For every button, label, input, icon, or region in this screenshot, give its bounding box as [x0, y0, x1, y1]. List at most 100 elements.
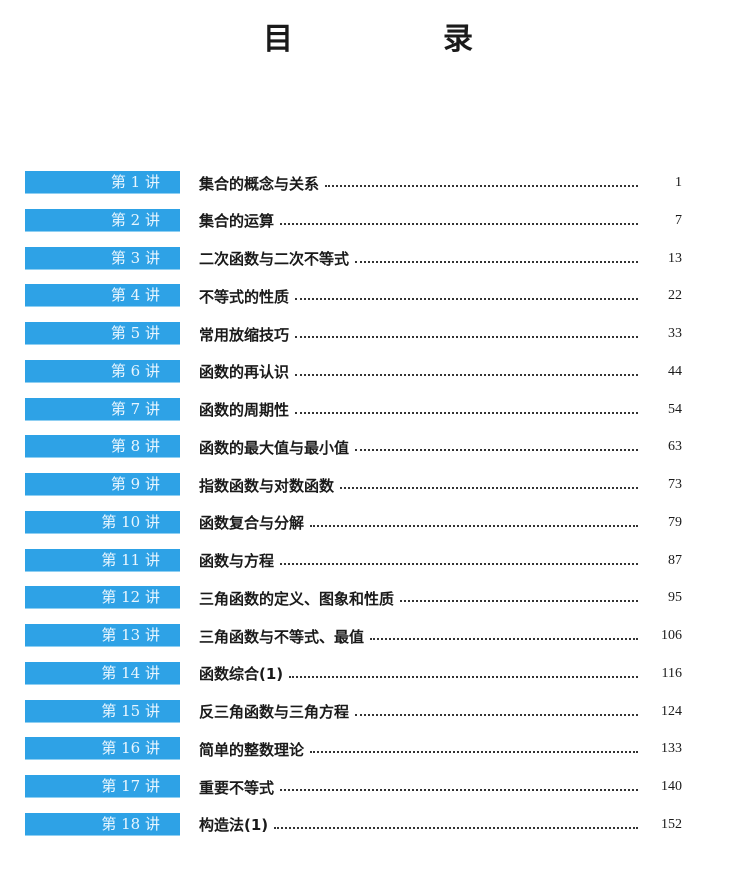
dot-leader [325, 185, 638, 187]
lecture-number-badge: 第 1 讲 [25, 171, 180, 194]
lecture-title: 函数复合与分解 [199, 514, 305, 533]
dot-leader [295, 336, 638, 338]
toc-entry-line: 不等式的性质 [199, 284, 682, 308]
dot-leader [280, 789, 638, 791]
page-number: 33 [668, 326, 682, 341]
dot-leader [295, 411, 638, 414]
lecture-title: 不等式的性质 [199, 287, 290, 306]
lecture-title: 三角函数与不等式、最值 [199, 627, 365, 646]
dot-leader [289, 675, 638, 678]
toc-entry-line: 三角函数与不等式、最值 [199, 624, 682, 648]
toc-entry[interactable]: 第 10 讲函数复合与分解 79 [0, 510, 756, 535]
dot-leader [370, 638, 638, 640]
toc-entry-line: 函数综合(1) [199, 662, 682, 686]
toc-entry[interactable]: 第 2 讲集合的运算 7 [0, 208, 756, 233]
lecture-title: 构造法(1) [199, 816, 269, 835]
dot-leader [274, 826, 638, 829]
lecture-number-badge: 第 17 讲 [25, 775, 180, 798]
page-number: 124 [661, 703, 682, 719]
toc-entry[interactable]: 第 8 讲函数的最大值与最小值 63 [0, 435, 756, 459]
toc-entry-line: 重要不等式 [199, 775, 682, 799]
page-number: 1 [675, 175, 682, 190]
page-number: 44 [668, 363, 682, 379]
lecture-title: 函数的再认识 [199, 363, 290, 382]
lecture-number-badge: 第 3 讲 [25, 246, 180, 270]
toc-entry[interactable]: 第 15 讲 反三角函数与三角方程 124 [0, 699, 756, 724]
lecture-number-badge: 第 2 讲 [25, 208, 180, 232]
dot-leader [400, 600, 638, 603]
lecture-number-badge: 第 7 讲 [25, 397, 180, 421]
dot-leader [280, 222, 638, 225]
toc-entry-line: 三角函数的定义、图象和性质 [199, 586, 682, 610]
page-number: 54 [668, 401, 682, 417]
lecture-number-badge: 第 5 讲 [25, 322, 180, 345]
toc-entry[interactable]: 第 17 讲重要不等式 140 [0, 775, 756, 799]
toc-entry[interactable]: 第 4 讲不等式的性质 22 [0, 284, 756, 308]
toc-entry-line: 函数复合与分解 [199, 511, 682, 535]
toc-entry[interactable]: 第 16 讲简单的整数理论 133 [0, 737, 756, 761]
lecture-number-badge: 第 16 讲 [25, 737, 180, 761]
toc-entry-line: 集合的概念与关系 [199, 171, 682, 195]
lecture-title: 函数与方程 [199, 552, 275, 570]
lecture-title: 函数的最大值与最小值 [199, 438, 350, 457]
dot-leader [355, 713, 638, 716]
toc-entry-line: 反三角函数与三角方程 [199, 700, 682, 724]
lecture-title: 集合的运算 [199, 212, 275, 231]
toc-entry[interactable]: 第 6 讲函数的再认识 44 [0, 359, 756, 384]
page-number: 22 [668, 288, 682, 304]
lecture-title: 函数的周期性 [199, 401, 290, 419]
toc-entry-line: 集合的运算 [199, 209, 682, 233]
toc-entry-line: 二次函数与二次不等式 [199, 247, 682, 271]
page-number: 106 [661, 628, 682, 643]
toc-entry-line: 指数函数与对数函数 [199, 473, 682, 497]
page-number: 73 [668, 477, 682, 492]
lecture-number-badge: 第 11 讲 [25, 548, 180, 572]
toc-entry[interactable]: 第 18 讲构造法(1) 152 [0, 812, 756, 837]
lecture-number-badge: 第 12 讲 [25, 586, 180, 610]
lecture-number-badge: 第 10 讲 [25, 510, 180, 534]
lecture-title: 三角函数的定义、图象和性质 [199, 589, 395, 608]
toc-entry-line: 函数与方程 [199, 549, 682, 573]
toc-entry-line: 函数的再认识 [199, 360, 682, 384]
toc-entry-line: 函数的周期性 [199, 398, 682, 422]
page-number: 7 [675, 212, 682, 228]
lecture-number-badge: 第 4 讲 [25, 284, 180, 308]
page-number: 152 [661, 816, 682, 832]
dot-leader [280, 562, 638, 565]
toc-entry[interactable]: 第 1 讲集合的概念与关系 1 [0, 171, 756, 195]
page-number: 13 [668, 250, 682, 266]
lecture-number-badge: 第 15 讲 [25, 699, 180, 723]
toc-entry[interactable]: 第 5 讲常用放缩技巧 33 [0, 322, 756, 346]
dot-leader [355, 260, 638, 263]
lecture-title: 函数综合(1) [199, 665, 284, 684]
page-number: 116 [661, 665, 682, 681]
page-number: 63 [668, 439, 682, 455]
lecture-title: 简单的整数理论 [199, 740, 305, 759]
toc-entry[interactable]: 第 7 讲 函数的周期性 54 [0, 397, 756, 422]
toc-entry[interactable]: 第 13 讲三角函数与不等式、最值 106 [0, 624, 756, 648]
lecture-number-badge: 第 13 讲 [25, 624, 180, 647]
dot-leader [355, 449, 638, 452]
lecture-number-badge: 第 14 讲 [25, 661, 180, 685]
toc-entry[interactable]: 第 3 讲 二次函数与二次不等式 13 [0, 246, 756, 271]
toc-entry[interactable]: 第 9 讲指数函数与对数函数 73 [0, 473, 756, 497]
dot-leader [310, 524, 638, 527]
dot-leader [295, 373, 638, 376]
toc-entry-line: 函数的最大值与最小值 [199, 435, 682, 459]
lecture-title: 指数函数与对数函数 [199, 476, 335, 495]
dot-leader [340, 487, 638, 489]
toc-entry[interactable]: 第 11 讲 函数与方程 87 [0, 548, 756, 573]
lecture-title: 重要不等式 [199, 778, 275, 797]
page-number: 140 [661, 779, 682, 794]
page-number: 133 [661, 741, 682, 757]
page-number: 95 [668, 590, 682, 606]
toc-entry-line: 构造法(1) [199, 813, 682, 837]
toc-entry-line: 常用放缩技巧 [199, 322, 682, 346]
lecture-title: 反三角函数与三角方程 [199, 703, 350, 721]
toc-entry-line: 简单的整数理论 [199, 737, 682, 761]
lecture-number-badge: 第 9 讲 [25, 473, 180, 496]
dot-leader [295, 298, 638, 301]
toc-entry[interactable]: 第 12 讲三角函数的定义、图象和性质 95 [0, 586, 756, 610]
lecture-number-badge: 第 8 讲 [25, 435, 180, 459]
toc-entry[interactable]: 第 14 讲函数综合(1) 116 [0, 661, 756, 686]
